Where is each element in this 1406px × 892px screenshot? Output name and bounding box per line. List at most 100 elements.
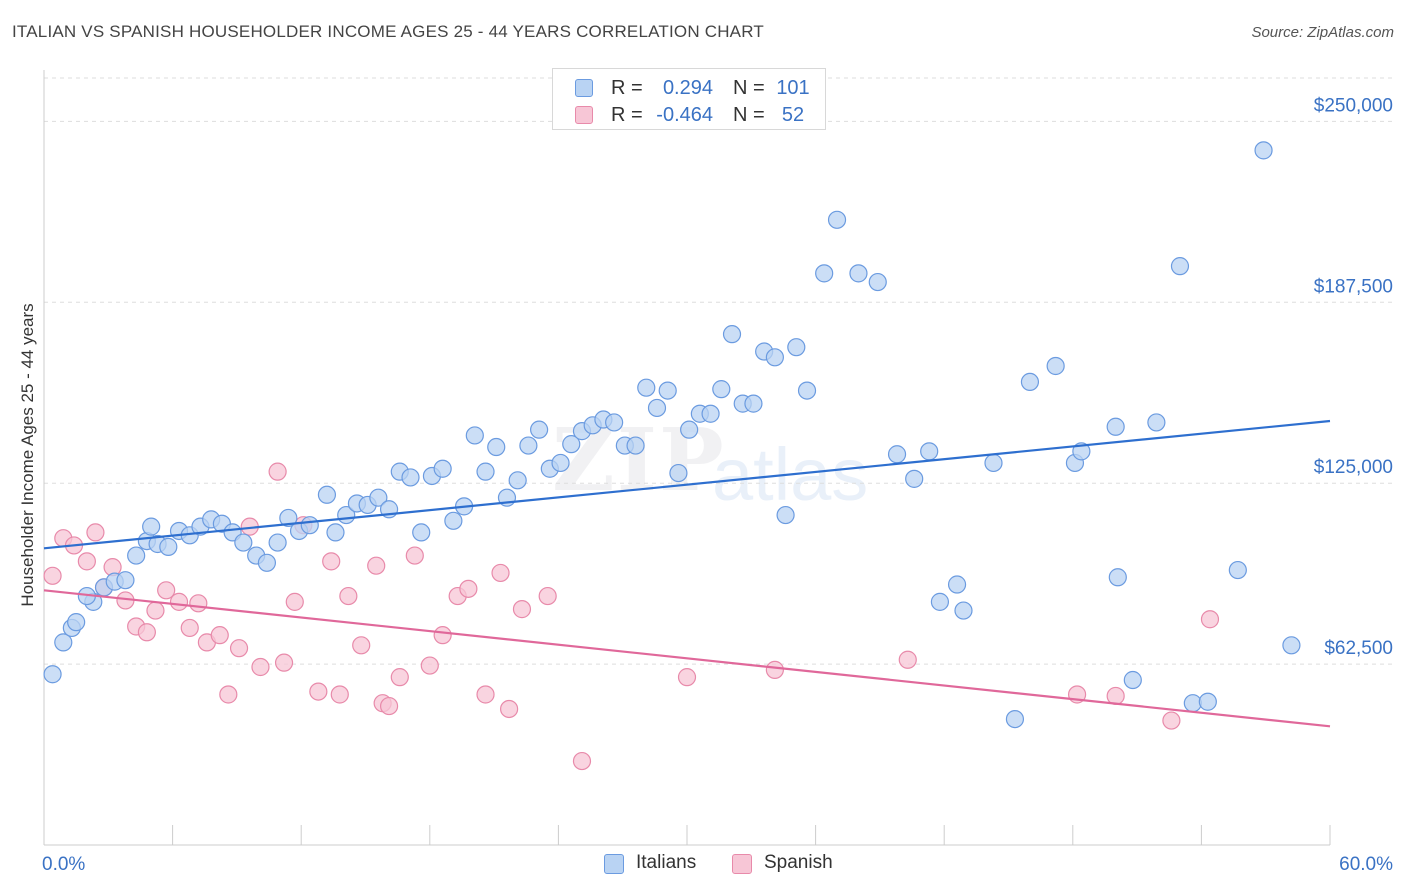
x-tick-label-min: 0.0%: [42, 854, 85, 875]
italians-legend-swatch: [604, 854, 624, 874]
spanish-point: [459, 579, 478, 598]
spanish-point: [572, 751, 592, 771]
spanish-point: [86, 523, 105, 542]
italians-point: [234, 533, 253, 552]
italians-point: [1106, 417, 1125, 436]
spanish-point: [268, 462, 287, 481]
italians-point: [116, 571, 135, 590]
spanish-point: [512, 600, 532, 619]
italians-point: [680, 420, 699, 439]
legend-n-value: 101: [776, 77, 810, 99]
italians-point: [722, 325, 742, 344]
italians-point: [412, 523, 431, 542]
italians-point: [744, 394, 763, 413]
italians-point: [815, 264, 834, 283]
axes: [43, 70, 1331, 846]
spanish-point: [322, 552, 341, 571]
italians-point: [444, 511, 463, 530]
italians-point: [1147, 413, 1166, 432]
italians-point: [637, 378, 656, 397]
italians-point: [433, 459, 452, 478]
spanish-point: [898, 650, 917, 669]
spanish-trend-line: [43, 589, 1331, 728]
italians-point: [551, 453, 570, 473]
spanish-point: [379, 696, 399, 716]
italians-point: [849, 264, 868, 283]
spanish-point: [169, 592, 189, 611]
italians-point: [658, 381, 677, 400]
italians-point: [787, 338, 806, 357]
italians-point: [508, 471, 527, 490]
italians-point: [776, 505, 795, 525]
spanish-point: [1106, 686, 1125, 706]
spanish-point: [251, 657, 270, 677]
y-axis-label: Householder Income Ages 25 - 44 years: [18, 303, 37, 606]
spanish-point: [476, 685, 495, 704]
spanish-point: [285, 592, 304, 611]
italians-point: [647, 398, 667, 418]
italians-point: [1123, 670, 1142, 690]
italians-point: [1228, 560, 1247, 580]
spanish-point: [339, 586, 358, 606]
italians-point: [1020, 372, 1040, 392]
spanish-point: [405, 546, 424, 565]
italians-trend-line: [43, 419, 1331, 550]
spanish-point: [1162, 711, 1181, 730]
italians-point: [1108, 568, 1127, 587]
spanish-point: [367, 556, 386, 575]
legend-n-label: N =: [733, 77, 765, 99]
legend-r-label: R =: [611, 77, 643, 99]
italians-point: [765, 348, 784, 367]
italians-point: [317, 485, 337, 504]
italians-point: [1282, 636, 1301, 655]
legend-r-value: 0.294: [662, 77, 713, 99]
italians-point: [142, 517, 161, 536]
spanish-legend-label: Spanish: [764, 852, 833, 873]
legend-n-label: N =: [733, 104, 765, 126]
spanish-point: [274, 653, 294, 672]
italians-point: [1005, 709, 1025, 729]
italians-point: [920, 442, 939, 461]
italians-point: [159, 537, 178, 556]
spanish-swatch: [575, 106, 593, 124]
spanish-point: [77, 552, 96, 571]
italians-point: [326, 523, 345, 542]
italians-point: [827, 210, 847, 229]
italians-point: [487, 437, 506, 457]
spanish-point: [677, 668, 697, 687]
italians-point: [43, 665, 62, 684]
y-tick-label: $62,500: [1324, 638, 1393, 659]
spanish-point: [390, 668, 409, 687]
italians-point: [279, 508, 298, 528]
spanish-point: [137, 623, 156, 642]
italians-point: [905, 469, 924, 488]
spanish-point: [420, 656, 439, 675]
italians-point: [1046, 356, 1065, 376]
legend-row-italians: R = 0.294 N = 101: [553, 75, 825, 101]
spanish-legend-swatch: [732, 854, 752, 874]
chart-source: Source: ZipAtlas.com: [1251, 24, 1394, 41]
italians-point: [1170, 257, 1190, 276]
spanish-point: [219, 685, 238, 704]
spanish-point: [538, 586, 557, 606]
spanish-point: [309, 682, 328, 701]
italians-point: [712, 380, 731, 399]
italians-point: [1198, 692, 1217, 711]
italians-point: [268, 533, 287, 552]
legend-n-value: 52: [781, 104, 805, 126]
spanish-point: [765, 660, 784, 679]
chart-title: ITALIAN VS SPANISH HOUSEHOLDER INCOME AG…: [12, 22, 764, 41]
italians-point: [797, 381, 817, 400]
spanish-point: [146, 601, 165, 620]
italians-point: [701, 404, 720, 423]
y-tick-label: $250,000: [1314, 95, 1393, 116]
italians-point: [476, 462, 495, 481]
spanish-point: [433, 626, 452, 645]
italians-point: [1183, 694, 1202, 713]
legend-r-label: R =: [611, 104, 643, 126]
spanish-point: [1200, 610, 1220, 629]
italians-point: [519, 436, 538, 455]
italians-point: [401, 468, 420, 487]
italians-point: [257, 553, 277, 572]
